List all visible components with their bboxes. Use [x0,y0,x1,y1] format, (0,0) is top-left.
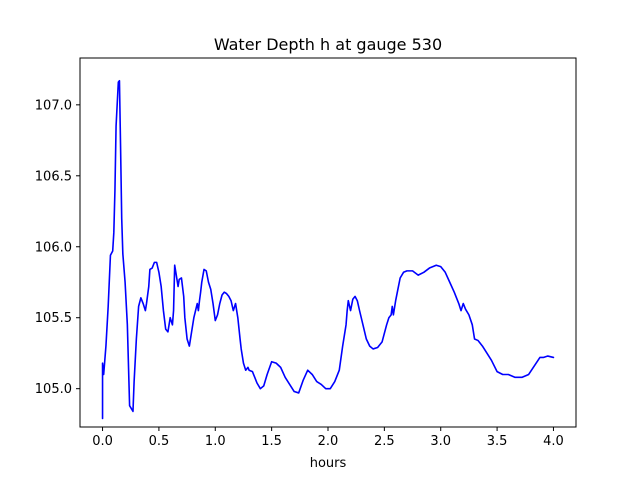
x-tick-label: 1.0 [205,434,226,449]
x-axis-label: hours [310,456,347,471]
y-tick-label: 107.0 [35,98,72,113]
y-tick-label: 105.5 [35,311,72,326]
x-tick-label: 4.0 [543,434,564,449]
series-line-1 [101,79,555,420]
x-tick-label: 3.0 [430,434,451,449]
y-tick-label: 105.0 [35,382,72,397]
chart-title: Water Depth h at gauge 530 [214,35,442,54]
axes-layer: 0.0 0.5 1.0 1.5 2.0 2.5 3.0 3.5 4.0 105.0 105.5 106… [35,57,577,449]
x-tick-label: 2.5 [374,434,395,449]
x-tick-label: 2.0 [318,434,339,449]
x-tick-label: 0.5 [149,434,170,449]
y-tick-label: 106.5 [35,169,72,184]
plot-layer [101,79,555,420]
x-tick-label: 3.5 [487,434,508,449]
x-tick-label: 1.5 [261,434,282,449]
y-tick-label: 106.0 [35,240,72,255]
x-tick-label: 0.0 [92,434,113,449]
